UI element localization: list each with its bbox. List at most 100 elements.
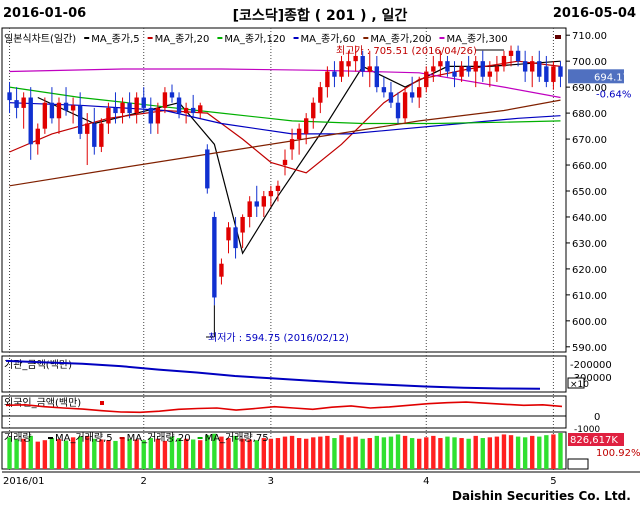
volume-last-box: [568, 433, 624, 446]
foreign-scale: -1000: [574, 425, 600, 435]
volume-scale-box: [567, 458, 589, 470]
volume-title: 거래량: [4, 432, 32, 444]
candle-body: [127, 102, 132, 114]
volume-bar: [431, 435, 436, 469]
volume-bar: [388, 436, 394, 469]
volume-bar: [459, 438, 464, 469]
candle-body: [417, 87, 422, 98]
candle-body: [99, 123, 104, 147]
volume-bar: [402, 435, 408, 469]
candle-body: [240, 216, 245, 233]
candle-body: [106, 107, 111, 124]
legend-label: MA_종가,300: [446, 33, 507, 45]
ma-line: [9, 86, 561, 125]
volume-bar: [127, 438, 132, 469]
candle-body: [360, 55, 365, 72]
volume-bar: [508, 435, 514, 469]
panel-frame-0: [1, 27, 567, 353]
volume-bar: [42, 440, 48, 469]
candle-body: [353, 55, 358, 62]
candle-body: [155, 107, 161, 124]
candle-body: [473, 61, 478, 72]
candle-body: [233, 227, 238, 249]
candle-body: [162, 92, 168, 108]
foreign-line: [5, 401, 563, 414]
candle-body: [198, 105, 203, 114]
candle-body: [367, 66, 372, 72]
institution-scale: ×10: [570, 380, 589, 390]
candle-body: [522, 61, 528, 72]
candle-body: [254, 201, 259, 207]
candle-body: [452, 71, 457, 77]
low-annotation: 최저가 : 594.75 (2016/02/12): [208, 332, 349, 344]
ma-line: [37, 60, 561, 255]
candle-body: [346, 61, 351, 67]
volume-bar: [367, 438, 372, 469]
volume-bar: [155, 438, 161, 469]
volume-bar: [304, 438, 309, 469]
candle-body: [42, 102, 48, 129]
volume-bar: [480, 438, 485, 469]
legend-label: MA_종가,200: [370, 33, 431, 45]
candle-body: [318, 87, 323, 103]
y-tick-label: 680.00: [572, 109, 607, 120]
volume-bar: [212, 433, 217, 469]
volume-bar: [92, 438, 97, 469]
candle-body: [431, 66, 436, 72]
end-date: 2016-05-04: [552, 6, 636, 21]
volume-bar: [374, 435, 380, 469]
x-tick-label: 5: [550, 476, 556, 487]
volume-bar: [346, 437, 351, 469]
volume-bar: [28, 435, 33, 469]
candle-body: [77, 105, 83, 134]
candle-body: [374, 66, 380, 88]
y-tick-label: 690.00: [572, 83, 607, 94]
x-tick-label: 2016/01: [3, 476, 45, 487]
volume-bar: [99, 439, 104, 469]
candle-body: [494, 66, 500, 72]
volume-bar: [233, 435, 238, 469]
volume-last-value: 826,617K: [570, 435, 618, 446]
volume-bar: [530, 435, 535, 469]
candle-body: [558, 66, 563, 77]
foreign-legend-dot: [100, 401, 104, 405]
institution-y-tick: -200000: [570, 360, 612, 371]
candle-body: [35, 128, 40, 145]
volume-bar: [254, 440, 259, 469]
volume-bar: [240, 438, 245, 469]
volume-bar: [226, 438, 231, 469]
candle-body: [63, 102, 69, 111]
volume-bar: [452, 437, 457, 469]
volume-bar: [522, 437, 528, 469]
volume-legend-label: MA_거래량,75: [205, 432, 269, 444]
volume-bar: [106, 440, 111, 469]
y-tick-label: 710.00: [572, 31, 607, 42]
volume-bar: [219, 436, 224, 469]
y-tick-label: 620.00: [572, 265, 607, 276]
candle-body: [424, 71, 429, 88]
candle-body: [113, 107, 118, 114]
candle-body: [501, 55, 507, 67]
candle-body: [325, 71, 330, 88]
chart-header: 2016-01-06 [코스닥]종합 ( 201 ) , 일간 2016-05-…: [0, 0, 640, 28]
volume-bar: [49, 438, 55, 469]
volume-bar: [21, 438, 26, 469]
y-tick-label: 600.00: [572, 317, 607, 328]
volume-bar: [169, 436, 175, 469]
candle-body: [21, 97, 26, 108]
volume-bar: [473, 435, 478, 469]
volume-bar: [282, 436, 288, 469]
candle-body: [28, 97, 33, 145]
volume-legend-label: MA_거래량,5: [55, 432, 113, 444]
volume-bar: [120, 438, 125, 469]
legend-label: MA_종가,120: [224, 33, 285, 45]
high-annotation: 최고가 : 705.51 (2016/04/26): [336, 45, 477, 57]
volume-bar: [311, 437, 316, 469]
volume-bar: [353, 436, 358, 469]
volume-bar: [558, 433, 563, 469]
ma-line: [9, 99, 561, 187]
candle-body: [339, 61, 344, 77]
candle-body: [169, 92, 175, 98]
candle-body: [304, 118, 309, 134]
